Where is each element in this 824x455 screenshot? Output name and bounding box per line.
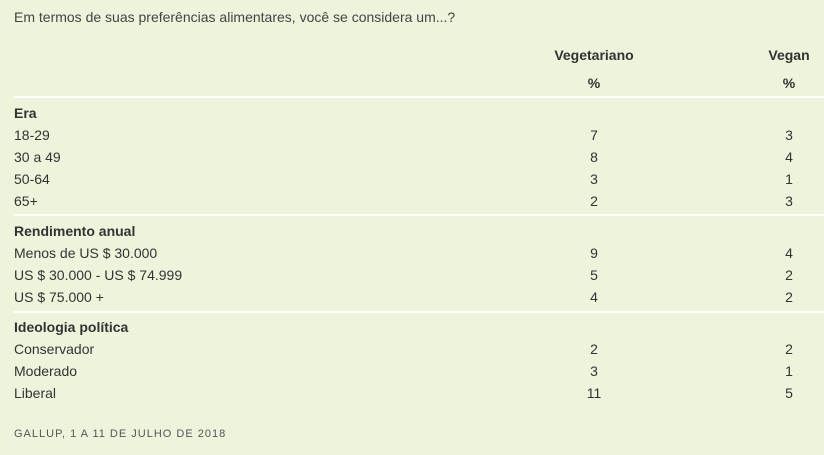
value-vegan: 3 xyxy=(785,127,793,143)
value-vegan: 4 xyxy=(785,245,793,261)
section-divider xyxy=(14,214,824,216)
table-row: Menos de US $ 30.000 9 4 xyxy=(0,242,824,264)
row-label: 50-64 xyxy=(14,171,50,187)
source-note: GALLUP, 1 A 11 DE JULHO DE 2018 xyxy=(14,428,227,440)
value-vegan: 1 xyxy=(785,171,793,187)
value-vegetariano: 2 xyxy=(590,341,598,357)
group-title: Era xyxy=(14,105,37,121)
row-label: Moderado xyxy=(14,363,78,379)
column-header-vegetariano: Vegetariano xyxy=(554,47,634,63)
row-label: Conservador xyxy=(14,341,95,357)
value-vegetariano: 3 xyxy=(590,171,598,187)
value-vegetariano: 11 xyxy=(586,385,602,401)
section-divider xyxy=(14,311,824,313)
row-label: 30 a 49 xyxy=(14,149,61,165)
value-vegan: 2 xyxy=(785,341,793,357)
row-label: 65+ xyxy=(14,193,38,209)
table-row: Conservador 2 2 xyxy=(0,338,824,360)
unit-vegetariano: % xyxy=(587,75,601,91)
value-vegetariano: 4 xyxy=(590,289,598,305)
value-vegetariano: 7 xyxy=(590,127,598,143)
table-row: 18-29 7 3 xyxy=(0,124,824,146)
value-vegetariano: 9 xyxy=(590,245,598,261)
column-header-vegan: Vegan xyxy=(768,47,810,63)
table-row: 30 a 49 8 4 xyxy=(0,146,824,168)
value-vegan: 2 xyxy=(785,289,793,305)
row-label: US $ 75.000 + xyxy=(14,289,104,305)
group-title: Ideologia política xyxy=(14,319,129,335)
value-vegan: 4 xyxy=(785,149,793,165)
table-row: 50-64 3 1 xyxy=(0,168,824,190)
group-header: Ideologia política xyxy=(0,316,824,338)
section-divider xyxy=(14,96,824,98)
table-row: US $ 75.000 + 4 2 xyxy=(0,286,824,308)
value-vegetariano: 2 xyxy=(590,193,598,209)
value-vegan: 5 xyxy=(785,385,793,401)
group-header: Era xyxy=(0,102,824,124)
question-title: Em termos de suas preferências alimentar… xyxy=(14,9,456,25)
value-vegetariano: 3 xyxy=(590,363,598,379)
value-vegan: 2 xyxy=(785,267,793,283)
row-label: Liberal xyxy=(14,385,57,401)
value-vegan: 1 xyxy=(785,363,793,379)
group-header: Rendimento anual xyxy=(0,220,824,242)
value-vegan: 3 xyxy=(785,193,793,209)
row-label: 18-29 xyxy=(14,127,50,143)
table-row: US $ 30.000 - US $ 74.999 5 2 xyxy=(0,264,824,286)
group-title: Rendimento anual xyxy=(14,223,136,239)
column-header-row: Vegetariano Vegan xyxy=(0,44,824,66)
row-label: US $ 30.000 - US $ 74.999 xyxy=(14,267,183,283)
unit-row: % % xyxy=(0,72,824,94)
value-vegetariano: 5 xyxy=(590,267,598,283)
table-row: 65+ 2 3 xyxy=(0,190,824,212)
unit-vegan: % xyxy=(782,75,796,91)
table-row: Moderado 3 1 xyxy=(0,360,824,382)
row-label: Menos de US $ 30.000 xyxy=(14,245,158,261)
value-vegetariano: 8 xyxy=(590,149,598,165)
table-row: Liberal 11 5 xyxy=(0,382,824,404)
